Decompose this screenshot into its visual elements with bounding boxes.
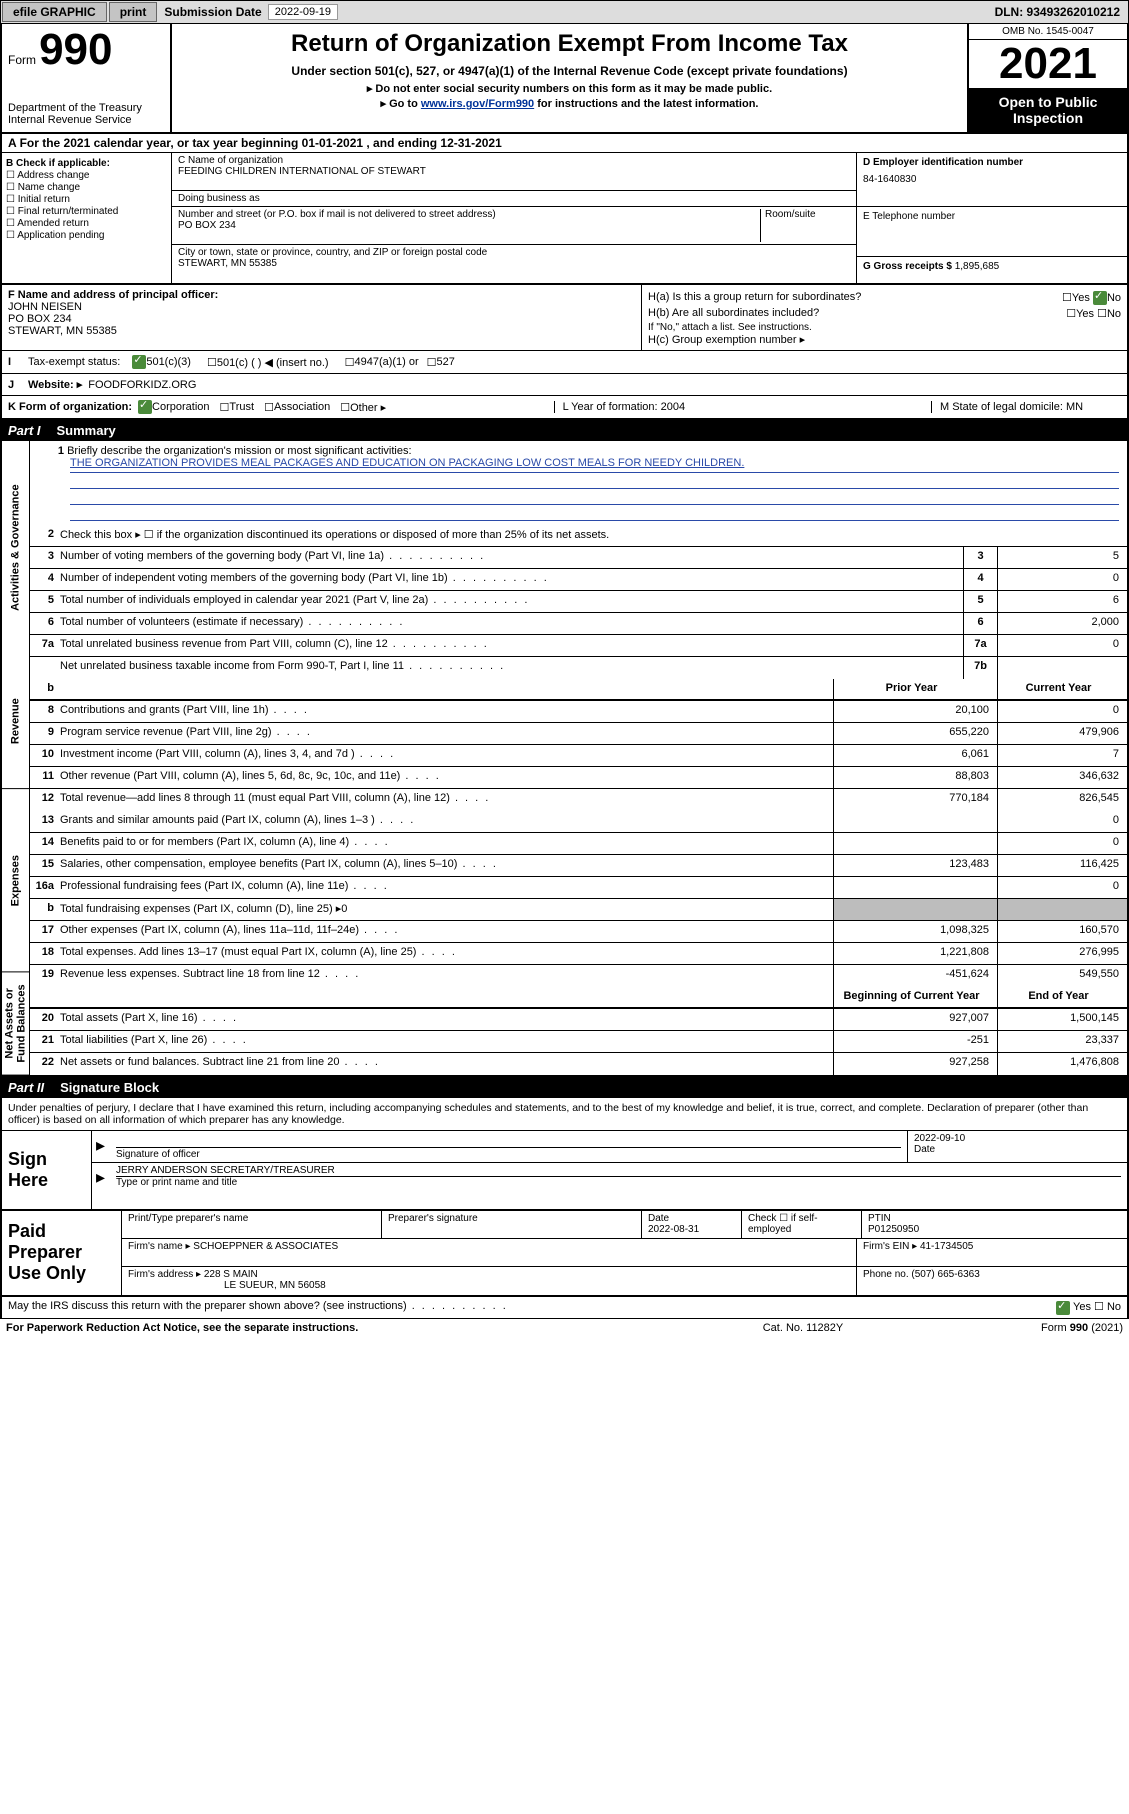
- signature-date: 2022-09-10: [914, 1133, 1121, 1144]
- chk-amended[interactable]: Amended return: [6, 218, 167, 229]
- entity-info-block: B Check if applicable: Address change Na…: [0, 153, 1129, 285]
- box-b: B Check if applicable: Address change Na…: [2, 153, 172, 283]
- table-row: 10 Investment income (Part VIII, column …: [30, 745, 1127, 767]
- sign-here-label: Sign Here: [2, 1131, 92, 1209]
- header-note-1: Do not enter social security numbers on …: [375, 83, 772, 95]
- firm-ein: 41-1734505: [920, 1241, 973, 1252]
- table-row: 9 Program service revenue (Part VIII, li…: [30, 723, 1127, 745]
- officer-h-row: F Name and address of principal officer:…: [0, 285, 1129, 351]
- table-row: 3 Number of voting members of the govern…: [30, 547, 1127, 569]
- org-name: FEEDING CHILDREN INTERNATIONAL OF STEWAR…: [178, 166, 850, 177]
- discuss-row: May the IRS discuss this return with the…: [0, 1297, 1129, 1318]
- website-row: J Website: ▸ FOODFORKIDZ.ORG: [0, 374, 1129, 396]
- chk-final-return[interactable]: Final return/terminated: [6, 206, 167, 217]
- page-footer: For Paperwork Reduction Act Notice, see …: [0, 1319, 1129, 1337]
- chk-initial-return[interactable]: Initial return: [6, 194, 167, 205]
- efile-button[interactable]: efile GRAPHIC: [2, 2, 107, 22]
- chk-501c3[interactable]: [132, 355, 146, 369]
- chk-address-change[interactable]: Address change: [6, 170, 167, 181]
- table-row: 6 Total number of volunteers (estimate i…: [30, 613, 1127, 635]
- table-row: 4 Number of independent voting members o…: [30, 569, 1127, 591]
- omb-number: OMB No. 1545-0047: [969, 24, 1127, 40]
- tax-exempt-row: I Tax-exempt status: 501(c)(3) ☐ 501(c) …: [0, 351, 1129, 374]
- form-year-block: OMB No. 1545-0047 2021 Open to Public In…: [967, 24, 1127, 132]
- form-id-block: Form 990 Department of the Treasury Inte…: [2, 24, 172, 132]
- paid-preparer-label: Paid Preparer Use Only: [2, 1211, 122, 1295]
- chk-discuss-yes[interactable]: [1056, 1301, 1070, 1315]
- paid-preparer-block: Paid Preparer Use Only Print/Type prepar…: [0, 1211, 1129, 1297]
- website-value: FOODFORKIDZ.ORG: [88, 379, 196, 391]
- officer-name: JOHN NEISEN: [8, 301, 635, 313]
- table-row: 15 Salaries, other compensation, employe…: [30, 855, 1127, 877]
- signature-block: Sign Here ▸ Signature of officer 2022-09…: [0, 1130, 1129, 1211]
- part-1-header: Part I Summary: [0, 420, 1129, 441]
- table-row: 21 Total liabilities (Part X, line 26) -…: [30, 1031, 1127, 1053]
- org-address: PO BOX 234: [178, 220, 760, 231]
- table-row: 11 Other revenue (Part VIII, column (A),…: [30, 767, 1127, 789]
- form-title-block: Return of Organization Exempt From Incom…: [172, 24, 967, 132]
- vertical-tabs: Activities & Governance Revenue Expenses…: [2, 441, 30, 1075]
- ein-value: 84-1640830: [863, 174, 1121, 185]
- line-2: 2 Check this box ▸ ☐ if the organization…: [30, 525, 1127, 547]
- chk-corporation[interactable]: [138, 400, 152, 414]
- legal-domicile: MN: [1066, 401, 1083, 413]
- form-title: Return of Organization Exempt From Incom…: [178, 30, 961, 58]
- chk-name-change[interactable]: Name change: [6, 182, 167, 193]
- name-arrow-icon: ▸: [92, 1163, 110, 1190]
- revenue-header-row: b Prior Year Current Year: [30, 679, 1127, 701]
- table-row: 13 Grants and similar amounts paid (Part…: [30, 811, 1127, 833]
- print-button[interactable]: print: [109, 2, 158, 22]
- chk-ha-no[interactable]: [1093, 291, 1107, 305]
- topbar: efile GRAPHIC print Submission Date 2022…: [0, 0, 1129, 24]
- part-2-header: Part II Signature Block: [0, 1077, 1129, 1098]
- summary-table: Activities & Governance Revenue Expenses…: [0, 441, 1129, 1077]
- dln-value: DLN: 93493262010212: [995, 5, 1128, 19]
- korg-row: K Form of organization: Corporation ☐ Tr…: [0, 396, 1129, 420]
- table-row: 5 Total number of individuals employed i…: [30, 591, 1127, 613]
- table-row: 22 Net assets or fund balances. Subtract…: [30, 1053, 1127, 1075]
- department: Department of the Treasury Internal Reve…: [8, 102, 164, 126]
- chk-app-pending[interactable]: Application pending: [6, 230, 167, 241]
- submission-date-value: 2022-09-19: [268, 4, 338, 20]
- table-row: 18 Total expenses. Add lines 13–17 (must…: [30, 943, 1127, 965]
- tax-period: A For the 2021 calendar year, or tax yea…: [0, 134, 1129, 153]
- boxes-d-e-g: D Employer identification number 84-1640…: [857, 153, 1127, 283]
- table-row: 8 Contributions and grants (Part VIII, l…: [30, 701, 1127, 723]
- box-h: H(a) Is this a group return for subordin…: [642, 285, 1127, 350]
- table-row: 17 Other expenses (Part IX, column (A), …: [30, 921, 1127, 943]
- inspection-badge: Open to Public Inspection: [969, 88, 1127, 132]
- firm-phone: (507) 665-6363: [911, 1269, 979, 1280]
- instructions-link[interactable]: www.irs.gov/Form990: [421, 98, 534, 110]
- table-row: b Total fundraising expenses (Part IX, c…: [30, 899, 1127, 921]
- mission-text: THE ORGANIZATION PROVIDES MEAL PACKAGES …: [70, 457, 1119, 473]
- box-f: F Name and address of principal officer:…: [2, 285, 642, 350]
- firm-address-2: LE SUEUR, MN 56058: [224, 1280, 326, 1291]
- signature-arrow-icon: ▸: [92, 1131, 110, 1162]
- firm-address-1: 228 S MAIN: [204, 1269, 258, 1280]
- table-row: 7a Total unrelated business revenue from…: [30, 635, 1127, 657]
- tax-year: 2021: [969, 40, 1127, 88]
- ptin-value: P01250950: [868, 1224, 919, 1235]
- preparer-date: 2022-08-31: [648, 1224, 699, 1235]
- form-header: Form 990 Department of the Treasury Inte…: [0, 24, 1129, 134]
- table-row: 14 Benefits paid to or for members (Part…: [30, 833, 1127, 855]
- firm-name: SCHOEPPNER & ASSOCIATES: [193, 1241, 338, 1252]
- officer-name-title: JERRY ANDERSON SECRETARY/TREASURER: [116, 1165, 1121, 1176]
- box-c: C Name of organization FEEDING CHILDREN …: [172, 153, 857, 283]
- year-formation: 2004: [661, 401, 685, 413]
- org-city: STEWART, MN 55385: [178, 258, 850, 269]
- table-row: 19 Revenue less expenses. Subtract line …: [30, 965, 1127, 987]
- gross-receipts-value: 1,895,685: [955, 261, 1000, 272]
- table-row: Net unrelated business taxable income fr…: [30, 657, 1127, 679]
- table-row: 12 Total revenue—add lines 8 through 11 …: [30, 789, 1127, 811]
- table-row: 20 Total assets (Part X, line 16) 927,00…: [30, 1009, 1127, 1031]
- mission-block: 1 Briefly describe the organization's mi…: [30, 441, 1127, 525]
- netassets-header-row: Beginning of Current Year End of Year: [30, 987, 1127, 1009]
- form-word: Form: [8, 53, 36, 67]
- form-subtitle: Under section 501(c), 527, or 4947(a)(1)…: [178, 64, 961, 78]
- table-row: 16a Professional fundraising fees (Part …: [30, 877, 1127, 899]
- perjury-declaration: Under penalties of perjury, I declare th…: [0, 1098, 1129, 1130]
- submission-date-label: Submission Date: [158, 5, 267, 19]
- form-number: 990: [39, 25, 112, 74]
